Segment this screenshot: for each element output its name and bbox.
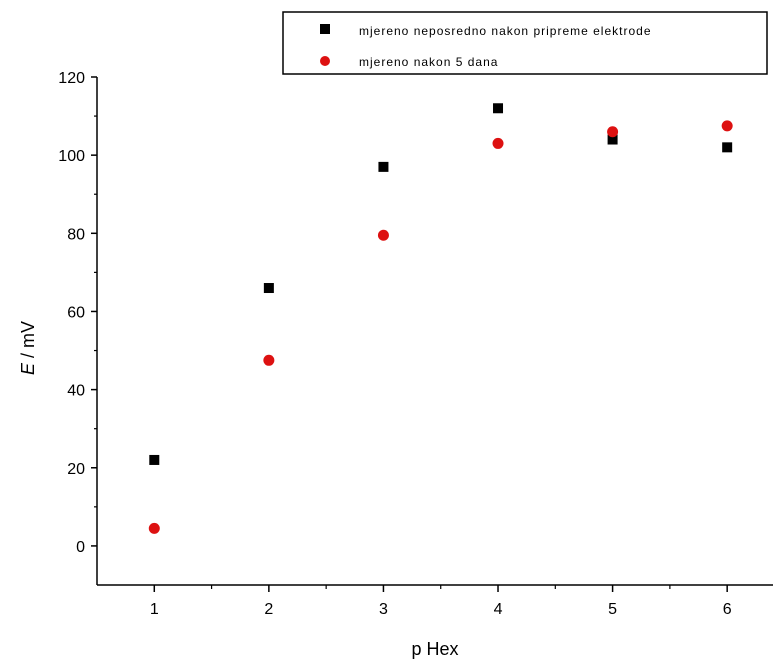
point-series-1: [722, 142, 733, 153]
y-axis-label-symbol: E: [18, 362, 38, 375]
legend-label-series-1: mjereno neposredno nakon pripreme elektr…: [359, 24, 652, 38]
y-tick-label: 0: [76, 539, 85, 556]
point-series-1: [607, 134, 618, 145]
legend: mjereno neposredno nakon pripreme elektr…: [282, 11, 768, 75]
y-tick-label: 120: [58, 70, 85, 87]
legend-marker-square: [320, 24, 330, 34]
x-tick-label: 2: [264, 601, 273, 618]
point-series-1: [263, 283, 274, 294]
y-tick-label: 20: [67, 461, 85, 478]
x-tick-label: 3: [379, 601, 388, 618]
y-tick-label: 100: [58, 148, 85, 165]
y-tick-label: 60: [67, 304, 85, 321]
point-series-2: [263, 354, 275, 366]
legend-marker-circle: [320, 56, 330, 66]
data-points: [148, 103, 733, 534]
y-axis-label: E / mV: [18, 321, 38, 375]
x-axis-label: p Hex: [411, 639, 458, 659]
axes: [96, 77, 773, 586]
y-axis-label-unit: / mV: [18, 321, 38, 363]
x-tick-label: 1: [150, 601, 159, 618]
point-series-2: [721, 120, 733, 132]
y-tick-label: 40: [67, 383, 85, 400]
x-tick-label: 4: [494, 601, 503, 618]
x-ticks: 1 2 3 4 5 6: [150, 585, 732, 618]
y-ticks: 0 20 40 60 80 100 120: [58, 70, 97, 556]
point-series-2: [492, 137, 504, 149]
y-tick-label: 80: [67, 226, 85, 243]
point-series-1: [493, 103, 504, 114]
x-tick-label: 5: [608, 601, 617, 618]
legend-label-series-2: mjereno nakon 5 dana: [359, 55, 498, 69]
legend-frame: [282, 11, 768, 75]
x-tick-label: 6: [723, 601, 732, 618]
point-series-1: [149, 454, 160, 465]
point-series-2: [148, 522, 160, 534]
point-series-1: [378, 161, 389, 172]
point-series-2: [607, 126, 619, 138]
point-series-2: [377, 229, 389, 241]
